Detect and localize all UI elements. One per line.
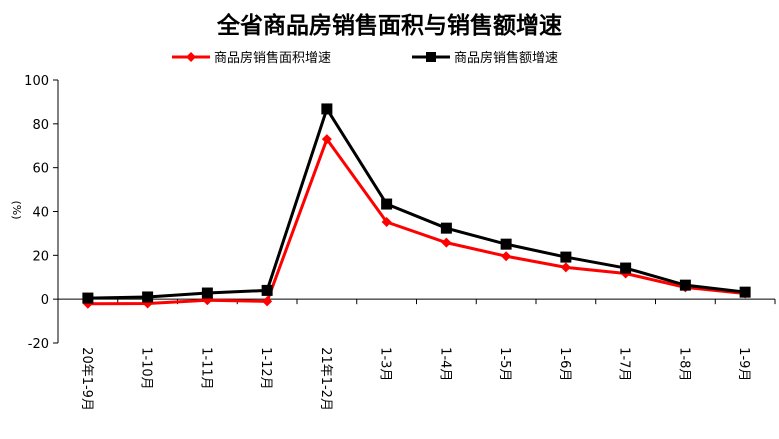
data-point bbox=[679, 279, 691, 291]
y-tick-label: -20 bbox=[28, 337, 49, 352]
data-point bbox=[82, 292, 94, 304]
data-point bbox=[620, 262, 632, 274]
data-point bbox=[500, 238, 512, 250]
data-point bbox=[501, 251, 512, 262]
y-tick-label: 20 bbox=[32, 249, 49, 264]
data-point bbox=[262, 296, 273, 307]
data-point bbox=[142, 291, 154, 303]
legend-marker bbox=[186, 52, 196, 62]
x-tick-label: 1-6月 bbox=[557, 347, 572, 381]
series-line bbox=[87, 136, 746, 306]
x-tick-label: 1-8月 bbox=[676, 347, 691, 381]
data-point bbox=[381, 198, 393, 210]
y-tick-label: 100 bbox=[24, 74, 49, 89]
x-tick-label: 1-9月 bbox=[736, 347, 751, 381]
data-point bbox=[739, 286, 751, 298]
x-tick-label: 1-11月 bbox=[198, 347, 213, 390]
y-tick-label: 60 bbox=[32, 162, 49, 177]
data-point bbox=[560, 262, 571, 273]
data-point bbox=[440, 222, 452, 234]
legend-label: 商品房销售额增速 bbox=[454, 50, 558, 66]
y-axis-label: (%) bbox=[10, 200, 23, 219]
y-tick-label: 40 bbox=[32, 206, 49, 221]
x-tick-label: 1-3月 bbox=[378, 347, 393, 381]
data-point bbox=[321, 134, 332, 145]
series-line bbox=[87, 105, 746, 300]
data-point bbox=[381, 217, 392, 228]
x-tick-label: 21年1-2月 bbox=[318, 347, 333, 411]
data-point bbox=[201, 287, 213, 299]
data-point bbox=[560, 251, 572, 263]
x-tick-label: 1-7月 bbox=[617, 347, 632, 381]
legend-marker bbox=[426, 52, 436, 62]
x-tick-label: 1-4月 bbox=[437, 347, 452, 381]
data-point bbox=[441, 237, 452, 248]
legend-label: 商品房销售面积增速 bbox=[214, 50, 331, 66]
data-point bbox=[321, 103, 333, 115]
x-tick-label: 20年1-9月 bbox=[79, 347, 94, 411]
x-tick-label: 1-5月 bbox=[497, 347, 512, 381]
x-tick-label: 1-10月 bbox=[139, 347, 154, 390]
y-tick-label: 0 bbox=[41, 293, 49, 308]
chart-title: 全省商品房销售面积与销售额增速 bbox=[217, 12, 562, 39]
data-point bbox=[261, 284, 273, 296]
x-tick-label: 1-12月 bbox=[258, 347, 273, 390]
y-tick-label: 80 bbox=[32, 118, 49, 133]
